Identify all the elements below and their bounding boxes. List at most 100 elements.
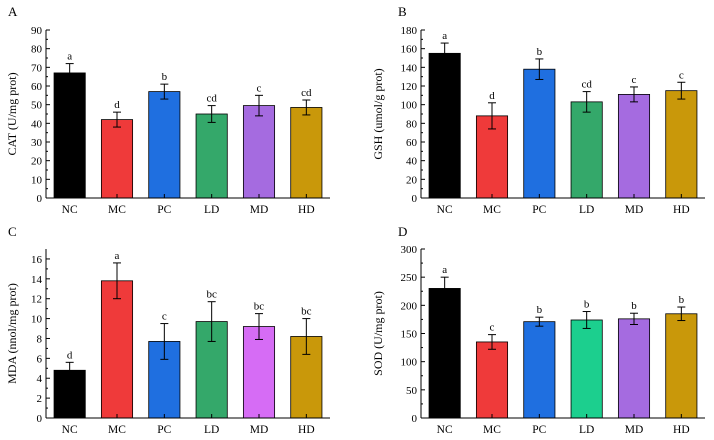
- bar-hd: [290, 107, 323, 199]
- y-axis-label: SOD (U/mg prot): [371, 291, 385, 376]
- significance-letter: cd: [301, 87, 312, 99]
- significance-letter: d: [114, 99, 120, 111]
- x-tick-label: MC: [483, 424, 501, 436]
- bar-nc: [428, 288, 461, 419]
- significance-letter: b: [537, 304, 543, 316]
- x-tick-label: PC: [157, 204, 171, 216]
- chart-panel-b: B GSH (umol/g prot) 0 20 40 60 80 100 120 140 160 1…: [371, 4, 705, 216]
- y-tick-label: 10: [31, 174, 43, 186]
- significance-letter: c: [490, 322, 495, 334]
- x-tick-label: NC: [437, 424, 453, 436]
- bar-mc: [475, 115, 509, 199]
- y-tick-label: 100: [401, 357, 418, 369]
- x-tick-label: MC: [483, 204, 501, 216]
- y-tick-label: 250: [401, 272, 418, 284]
- x-tick-label: MC: [108, 204, 126, 216]
- bar-ld: [570, 319, 603, 419]
- y-tick-label: 30: [31, 137, 43, 149]
- chart-panel-c: C MDA (nnol/mg prot) 0 2 4 6 8 10 12 14 16 d NC a MC c P…: [5, 224, 330, 436]
- y-tick-label: 80: [31, 44, 43, 56]
- panel-label: B: [398, 4, 407, 19]
- bar-mc: [100, 119, 134, 199]
- bar-mc: [100, 280, 134, 419]
- y-tick-label: 200: [401, 300, 418, 312]
- y-tick-label: 12: [31, 294, 42, 306]
- panel-label: A: [8, 4, 18, 19]
- y-tick-label: 14: [31, 274, 43, 286]
- y-axis-label: MDA (nnol/mg prot): [5, 283, 19, 384]
- significance-letter: bc: [254, 301, 265, 313]
- x-tick-label: LD: [579, 424, 594, 436]
- significance-letter: bc: [206, 289, 217, 301]
- x-tick-label: MC: [108, 424, 126, 436]
- x-tick-label: PC: [157, 424, 171, 436]
- bar-pc: [523, 68, 556, 199]
- y-tick-label: 0: [37, 413, 43, 425]
- significance-letter: b: [162, 71, 168, 83]
- y-tick-label: 10: [31, 314, 43, 326]
- panel-label: C: [8, 224, 17, 239]
- x-tick-label: NC: [62, 424, 78, 436]
- y-tick-label: 6: [37, 353, 43, 365]
- x-tick-label: HD: [298, 424, 315, 436]
- y-tick-label: 180: [401, 25, 418, 37]
- y-tick-label: 100: [401, 100, 418, 112]
- x-tick-label: LD: [204, 424, 219, 436]
- y-tick-label: 8: [37, 333, 43, 345]
- x-tick-label: NC: [62, 204, 78, 216]
- y-tick-label: 50: [406, 385, 418, 397]
- x-tick-label: MD: [625, 424, 644, 436]
- significance-letter: b: [537, 46, 543, 58]
- x-tick-label: HD: [673, 204, 690, 216]
- bar-nc: [53, 72, 86, 199]
- x-tick-label: MD: [625, 204, 644, 216]
- significance-letter: cd: [206, 93, 217, 105]
- x-tick-label: HD: [673, 424, 690, 436]
- y-axis-label: GSH (umol/g prot): [371, 68, 385, 159]
- bar-md: [617, 318, 651, 419]
- significance-letter: b: [631, 300, 637, 312]
- y-tick-label: 60: [31, 81, 43, 93]
- y-tick-label: 2: [37, 393, 43, 405]
- x-tick-label: LD: [579, 204, 594, 216]
- significance-letter: b: [584, 299, 590, 311]
- bar-hd: [665, 313, 698, 419]
- significance-letter: d: [489, 90, 495, 102]
- chart-panel-a: A CAT (U/mg prot) 0 10 20 30 40 50 60 70 80 90 a NC d M…: [5, 4, 330, 216]
- significance-letter: c: [162, 311, 167, 323]
- x-tick-label: LD: [204, 204, 219, 216]
- bar-md: [617, 94, 651, 199]
- y-tick-label: 140: [401, 62, 418, 74]
- bar-ld: [570, 101, 603, 199]
- bar-md: [242, 105, 276, 199]
- y-tick-label: 0: [37, 193, 43, 205]
- x-tick-label: HD: [298, 204, 315, 216]
- y-tick-label: 70: [31, 62, 43, 74]
- y-tick-label: 150: [401, 329, 418, 341]
- y-tick-label: 16: [31, 254, 43, 266]
- bar-pc: [148, 91, 181, 199]
- chart-panel-d: D SOD (U/mg prot) 0 50 100 150 200 250 300 a NC c MC…: [371, 224, 705, 436]
- significance-letter: d: [67, 349, 73, 361]
- y-tick-label: 0: [412, 193, 418, 205]
- significance-letter: c: [632, 74, 637, 86]
- bar-ld: [195, 113, 228, 199]
- significance-letter: a: [442, 264, 447, 276]
- bar-nc: [428, 52, 461, 199]
- y-tick-label: 80: [406, 118, 418, 130]
- y-tick-label: 20: [406, 174, 418, 186]
- significance-letter: c: [257, 82, 262, 94]
- x-tick-label: PC: [532, 204, 546, 216]
- bar-hd: [665, 90, 698, 199]
- y-tick-label: 50: [31, 100, 43, 112]
- y-tick-label: 300: [401, 244, 418, 256]
- bar-pc: [523, 321, 556, 419]
- y-tick-label: 120: [401, 81, 418, 93]
- y-tick-label: 20: [31, 156, 43, 168]
- y-tick-label: 40: [406, 156, 418, 168]
- significance-letter: c: [679, 69, 684, 81]
- bar-mc: [475, 341, 509, 419]
- significance-letter: b: [679, 294, 685, 306]
- y-tick-label: 4: [37, 373, 43, 385]
